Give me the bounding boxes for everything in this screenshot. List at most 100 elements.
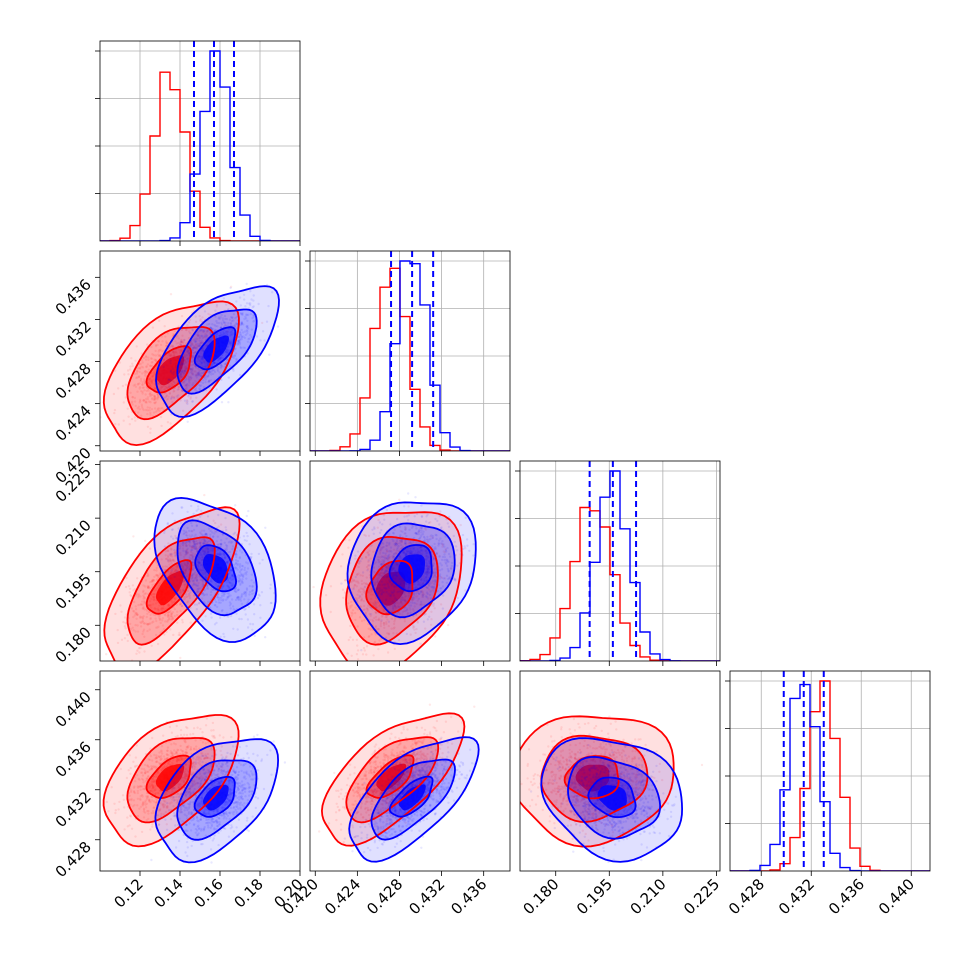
scatter-point xyxy=(139,625,143,628)
scatter-point xyxy=(143,592,146,595)
scatter-point xyxy=(153,568,156,572)
scatter-point xyxy=(220,313,223,317)
scatter-point xyxy=(224,349,228,352)
scatter-point xyxy=(134,623,137,627)
scatter-point xyxy=(190,371,193,374)
scatter-point xyxy=(178,349,181,352)
scatter-point xyxy=(217,359,220,362)
scatter-point xyxy=(224,330,228,333)
scatter-point xyxy=(164,620,167,623)
scatter-point xyxy=(203,542,207,545)
scatter-point xyxy=(141,366,145,369)
scatter-point xyxy=(209,326,212,329)
scatter-point xyxy=(197,383,201,387)
scatter-point xyxy=(214,530,217,533)
scatter-point xyxy=(160,608,163,612)
scatter-point xyxy=(219,356,222,359)
scatter-point xyxy=(184,377,188,380)
scatter-point xyxy=(217,366,220,369)
scatter-point xyxy=(195,340,198,343)
scatter-point xyxy=(180,375,183,379)
scatter-point xyxy=(230,316,234,320)
scatter-point xyxy=(179,542,183,545)
scatter-point xyxy=(209,313,212,317)
scatter-point xyxy=(169,385,173,388)
scatter-point xyxy=(220,334,224,337)
scatter-point xyxy=(152,398,156,402)
scatter-point xyxy=(178,375,181,378)
scatter-point xyxy=(177,388,180,391)
scatter-point xyxy=(185,361,188,364)
scatter-point xyxy=(251,306,254,309)
scatter-point xyxy=(143,399,146,402)
scatter-point xyxy=(178,633,181,637)
scatter-point xyxy=(221,333,225,336)
scatter-point xyxy=(190,546,193,549)
scatter-point xyxy=(235,300,238,303)
scatter-point xyxy=(166,611,169,614)
scatter-point xyxy=(129,628,132,631)
scatter-point xyxy=(190,546,194,550)
scatter-point xyxy=(174,536,178,539)
scatter-point xyxy=(132,610,136,613)
scatter-point xyxy=(173,354,176,358)
scatter-point xyxy=(238,339,242,342)
scatter-point xyxy=(196,338,199,341)
scatter-point xyxy=(199,541,202,545)
scatter-point xyxy=(166,565,169,568)
scatter-point xyxy=(198,561,202,565)
scatter-point xyxy=(157,584,161,588)
scatter-point xyxy=(144,401,147,404)
scatter-point xyxy=(150,644,153,647)
scatter-point xyxy=(135,617,138,620)
scatter-point xyxy=(183,338,186,342)
scatter-point xyxy=(224,362,227,366)
scatter-point xyxy=(182,380,185,383)
scatter-point xyxy=(200,361,203,364)
scatter-point xyxy=(230,319,234,323)
scatter-point xyxy=(197,374,201,377)
scatter-point xyxy=(136,577,139,580)
scatter-point xyxy=(142,628,146,631)
scatter-point xyxy=(160,386,163,389)
scatter-point xyxy=(146,380,150,383)
scatter-point xyxy=(232,313,236,316)
scatter-point xyxy=(229,333,232,336)
scatter-point xyxy=(179,373,183,376)
scatter-point xyxy=(194,346,197,349)
scatter-point xyxy=(180,314,184,318)
scatter-point xyxy=(165,557,168,560)
scatter-point xyxy=(166,556,170,559)
scatter-point xyxy=(236,339,240,343)
scatter-point xyxy=(191,342,194,345)
scatter-point xyxy=(265,320,269,323)
scatter-point xyxy=(146,406,149,409)
scatter-point xyxy=(167,560,170,563)
scatter-point xyxy=(186,563,189,566)
scatter-point xyxy=(276,325,280,328)
scatter-point xyxy=(214,315,217,318)
scatter-point xyxy=(218,371,221,374)
scatter-point xyxy=(146,574,149,578)
scatter-point xyxy=(147,574,150,577)
scatter-point xyxy=(156,607,160,610)
scatter-point xyxy=(148,600,152,603)
scatter-point xyxy=(222,329,225,332)
scatter-point xyxy=(221,356,224,360)
scatter-point xyxy=(172,367,175,370)
scatter-point xyxy=(148,377,151,380)
scatter-point xyxy=(188,594,192,597)
scatter-point xyxy=(190,360,194,363)
scatter-point xyxy=(142,595,146,599)
scatter-point xyxy=(207,379,211,383)
scatter-point xyxy=(198,369,201,372)
scatter-point xyxy=(188,352,191,355)
scatter-point xyxy=(198,373,202,376)
scatter-point xyxy=(210,337,213,340)
scatter-point xyxy=(170,548,173,551)
scatter-point xyxy=(159,617,162,621)
scatter-point xyxy=(148,628,151,631)
scatter-point xyxy=(158,618,161,622)
scatter-point xyxy=(163,568,167,571)
scatter-point xyxy=(250,335,253,339)
